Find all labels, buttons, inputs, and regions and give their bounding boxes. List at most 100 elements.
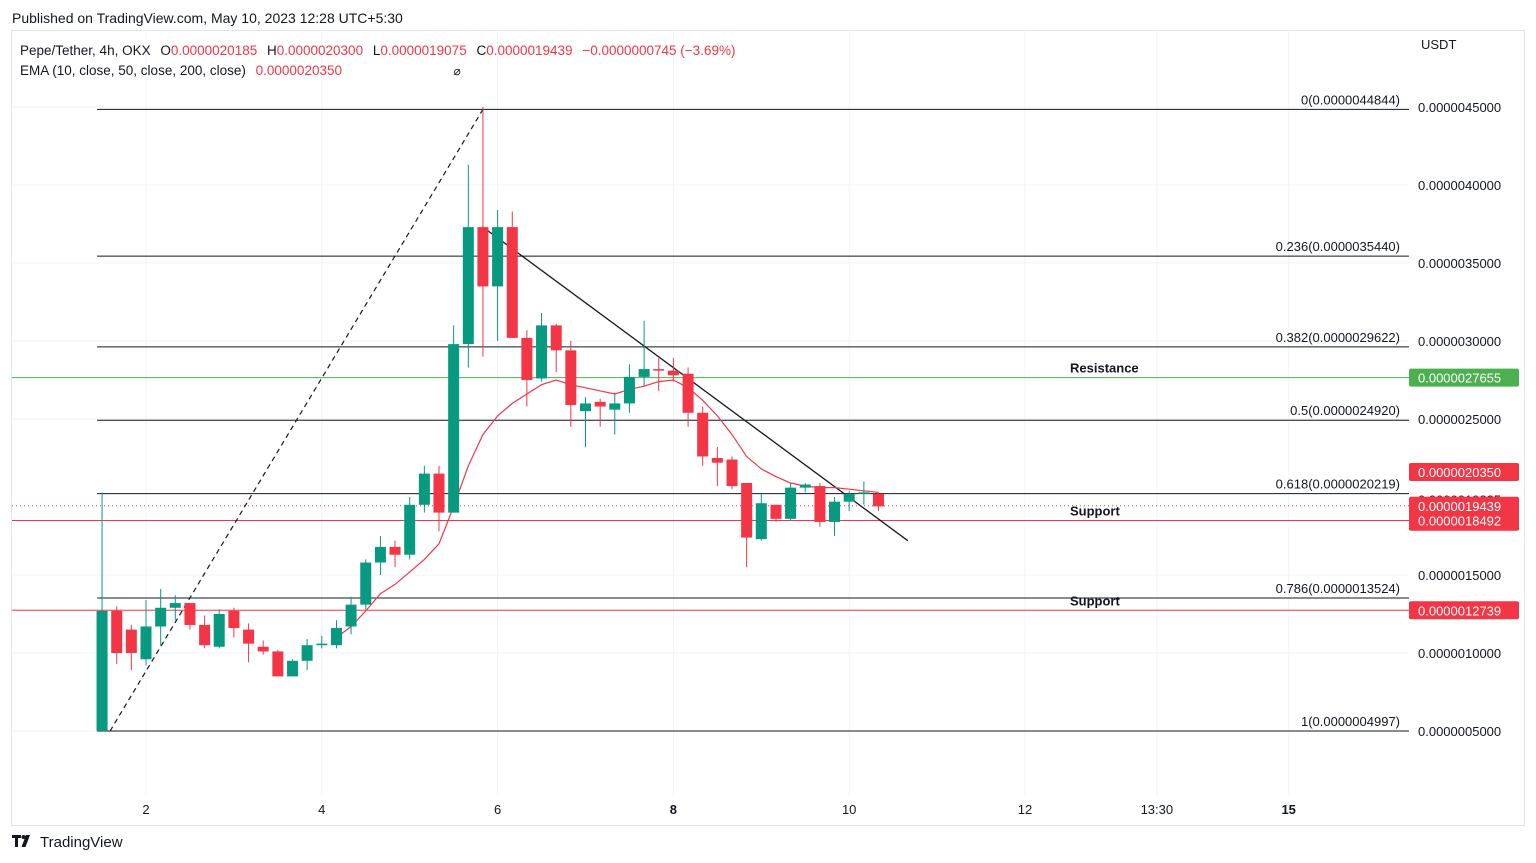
candle-body [169, 603, 181, 608]
candle-body [433, 473, 445, 513]
x-tick-label: 4 [318, 802, 325, 817]
price-tag-label: 0.0000019439 [1418, 499, 1501, 514]
candle [829, 497, 841, 536]
candle [228, 607, 240, 638]
candle-body [316, 643, 328, 646]
candle-body [477, 227, 489, 287]
candle [330, 620, 342, 649]
candle [433, 465, 445, 532]
legend-symbol[interactable]: Pepe/Tether, 4h, OKX [20, 43, 151, 58]
candle [125, 624, 137, 671]
price-tag-bg [1409, 463, 1519, 482]
candle [184, 603, 196, 630]
level-label-support: Support [1070, 593, 1120, 608]
fib-level-label: 0.236(0.0000035440) [1276, 239, 1400, 254]
candle [565, 341, 577, 427]
candle-body [799, 484, 811, 488]
candle-body [506, 227, 518, 338]
legend-change: −0.0000000745 (−3.69%) [582, 43, 736, 58]
legend-ema-label[interactable]: EMA (10, close, 50, close, 200, close) [20, 63, 246, 78]
price-tag: 0.0000012739 [1409, 601, 1519, 620]
tradingview-logo-icon [12, 834, 34, 851]
candle-body [330, 628, 342, 646]
price-tag-bg [1409, 368, 1519, 387]
price-tag-bg [1409, 511, 1519, 530]
x-tick-label: 2 [142, 802, 149, 817]
candle-body [360, 562, 372, 605]
candle-body [287, 660, 299, 677]
candle-body [213, 614, 225, 647]
candle [462, 164, 474, 368]
candle [623, 364, 635, 413]
candle-body [418, 473, 430, 505]
candle-body [653, 369, 665, 371]
candle [550, 323, 562, 373]
level-label-support: Support [1070, 504, 1120, 519]
candle-body [594, 401, 606, 407]
candle [580, 397, 591, 448]
candle [638, 320, 650, 387]
x-tick-label: 8 [670, 802, 677, 817]
candle [155, 589, 167, 646]
y-tick-label: 0.0000040000 [1418, 178, 1501, 193]
candle-body [682, 373, 694, 413]
candle-body [609, 403, 621, 410]
tradingview-logo[interactable]: TradingView [12, 834, 123, 851]
x-axis: 2 4 6 8 10 12 13:30 15 [142, 802, 1296, 817]
fib-level-label: 1(0.0000004997) [1301, 714, 1400, 729]
candle [389, 540, 401, 568]
candle [858, 481, 870, 505]
candle-body [184, 603, 196, 625]
candle [345, 596, 357, 635]
candle-body [550, 325, 562, 351]
x-tick-label: 15 [1281, 802, 1295, 817]
price-tag: 0.0000020350 [1409, 463, 1519, 482]
candle-body [404, 504, 416, 555]
candle [477, 107, 489, 357]
price-tag: 0.0000018492 [1409, 511, 1519, 530]
candle [785, 482, 797, 521]
fib-level-label: 0.382(0.0000029622) [1276, 330, 1400, 345]
candle-body [829, 501, 841, 522]
price-tag-bg [1409, 601, 1519, 620]
candle-body [462, 227, 474, 345]
eye-off-icon[interactable]: ⌀ [453, 64, 461, 78]
candles [96, 107, 884, 731]
price-tags: 0.00000276550.00000203500.00000198250.00… [1409, 368, 1519, 620]
legend-o-label: O [160, 43, 171, 58]
candle-body [623, 376, 635, 404]
candle-body [199, 624, 211, 646]
price-tag-label: 0.0000027655 [1418, 371, 1501, 386]
candle [111, 606, 123, 664]
candle-body [492, 227, 504, 287]
candle-body [521, 337, 533, 380]
legend-l-label: L [372, 43, 381, 58]
candle [594, 398, 606, 427]
chart-legend: Pepe/Tether, 4h, OKX O0.0000020185 H0.00… [20, 41, 735, 81]
tradingview-brand: TradingView [40, 834, 123, 851]
candle [814, 482, 826, 527]
y-tick-label: 0.0000030000 [1418, 334, 1501, 349]
candle [96, 492, 108, 731]
candle-body [301, 645, 313, 661]
candle-body [580, 403, 591, 412]
candle [301, 638, 313, 671]
candle-body [697, 412, 709, 457]
chart-frame[interactable] [11, 30, 1525, 826]
legend-open-value: 0.0000020185 [170, 43, 258, 58]
candle-body [726, 459, 738, 487]
y-tick-label: 0.0000010000 [1418, 646, 1501, 661]
x-tick-label: 6 [494, 802, 501, 817]
published-caption: Published on TradingView.com, May 10, 20… [12, 10, 403, 26]
y-axis: 0.0000045000 0.0000040000 0.0000035000 0.00… [1418, 100, 1501, 739]
candle [243, 623, 255, 663]
fib-level-label: 0.786(0.0000013524) [1276, 581, 1400, 596]
x-tick-label: 13:30 [1141, 802, 1174, 817]
candle [682, 367, 694, 427]
candle-body [374, 546, 386, 563]
candle [521, 330, 533, 407]
candle-body [228, 610, 240, 629]
candle [799, 482, 811, 493]
candle-body [872, 493, 884, 507]
